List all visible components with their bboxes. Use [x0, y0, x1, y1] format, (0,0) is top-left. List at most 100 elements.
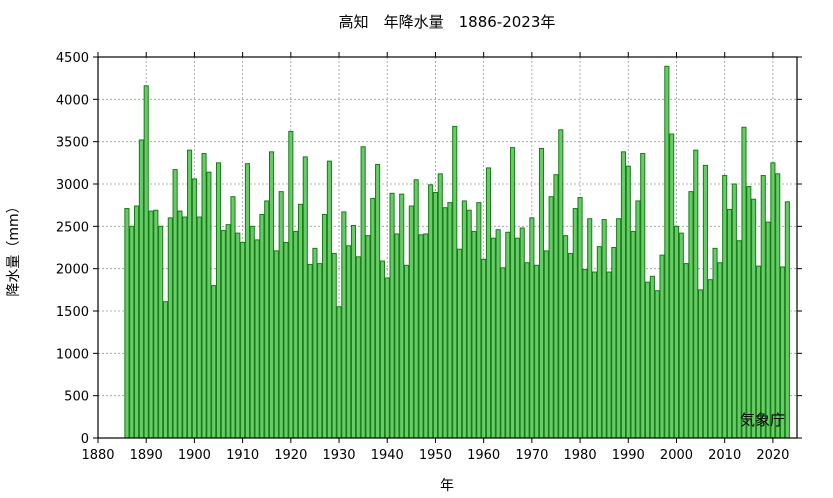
- bar-1948: [423, 233, 429, 439]
- bar-2023: [784, 201, 790, 439]
- x-tick-label: 1930: [322, 448, 355, 463]
- bar-2003: [688, 191, 694, 439]
- bar-1907: [225, 224, 231, 439]
- bar-1977: [563, 235, 569, 439]
- bar-1893: [158, 225, 164, 439]
- bar-2013: [736, 240, 742, 439]
- bar-1959: [476, 202, 482, 439]
- y-tick-label: 4000: [56, 93, 89, 108]
- bar-1995: [649, 275, 655, 439]
- plot-frame: [97, 56, 798, 439]
- bar-1908: [230, 196, 236, 439]
- bar-2002: [683, 263, 689, 439]
- bar-2011: [726, 208, 733, 439]
- bar-1896: [172, 169, 178, 439]
- bar-1960: [481, 258, 487, 439]
- bar-1999: [669, 133, 675, 439]
- bar-1905: [215, 162, 222, 439]
- bar-1986: [606, 271, 612, 439]
- bar-1954: [452, 125, 458, 439]
- x-tick-label: 1970: [515, 448, 548, 463]
- bar-1980: [577, 197, 583, 439]
- y-tick-label: 2000: [56, 263, 89, 278]
- bar-1994: [645, 281, 651, 439]
- bar-1987: [611, 247, 617, 439]
- bar-1968: [519, 227, 525, 439]
- bar-1911: [244, 163, 250, 439]
- bar-1894: [162, 301, 169, 439]
- bar-1924: [307, 263, 313, 439]
- bar-1891: [148, 210, 154, 439]
- bar-1916: [269, 151, 275, 439]
- bar-1943: [399, 193, 405, 439]
- bar-1981: [582, 269, 588, 439]
- bar-1955: [457, 248, 463, 439]
- bar-1931: [341, 211, 347, 439]
- bar-2012: [731, 183, 737, 439]
- bar-1930: [336, 306, 342, 439]
- bar-1939: [379, 260, 385, 439]
- bar-1917: [273, 250, 279, 439]
- bar-1953: [447, 202, 453, 439]
- bar-1921: [293, 230, 299, 439]
- y-tick-label: 1000: [56, 347, 89, 362]
- bar-1958: [471, 230, 477, 439]
- bar-1932: [346, 245, 352, 439]
- bar-1952: [442, 207, 448, 439]
- bar-1996: [654, 290, 660, 439]
- x-tick-label: 1950: [419, 448, 452, 463]
- bar-1962: [490, 237, 496, 439]
- bar-1961: [485, 167, 492, 439]
- bar-1938: [375, 164, 381, 439]
- bar-1928: [326, 160, 332, 439]
- bar-1942: [394, 233, 400, 439]
- x-tick-label: 1940: [371, 448, 404, 463]
- bar-2006: [702, 164, 708, 439]
- bar-1919: [283, 241, 289, 439]
- bar-1974: [548, 196, 554, 439]
- bar-1937: [370, 197, 376, 439]
- bar-1992: [635, 200, 641, 439]
- x-tick-label: 2000: [660, 448, 693, 463]
- bar-1944: [403, 264, 410, 439]
- bar-1918: [278, 191, 284, 439]
- bar-1902: [201, 153, 207, 439]
- bar-1970: [529, 217, 535, 439]
- bar-1949: [428, 184, 434, 439]
- bar-1988: [616, 218, 622, 439]
- bar-1934: [355, 256, 361, 439]
- bar-series: [124, 65, 790, 439]
- y-axis: 0 500 1000 1500 2000 2500 3000 3500 4000 4500: [56, 51, 802, 447]
- y-tick-label: 500: [64, 390, 89, 405]
- bar-2021: [775, 173, 781, 439]
- bar-1991: [630, 230, 636, 439]
- x-axis: 1880 1890 1900 1910 1920 1930 1940 1950 1960 1970…: [81, 52, 789, 463]
- bar-1913: [254, 239, 260, 439]
- bar-1936: [365, 235, 371, 439]
- bar-1985: [601, 219, 607, 439]
- x-tick-label: 1900: [178, 448, 211, 463]
- bar-1976: [558, 129, 564, 439]
- bar-1912: [249, 225, 255, 439]
- bar-1903: [206, 171, 212, 439]
- bar-2014: [741, 126, 747, 439]
- bar-1933: [350, 224, 357, 439]
- y-axis-label: 降水量（mm）: [6, 199, 22, 296]
- bar-1998: [664, 65, 670, 439]
- bar-1890: [143, 85, 149, 439]
- bar-1966: [510, 147, 516, 439]
- x-tick-label: 1980: [564, 448, 597, 463]
- bar-1887: [129, 225, 135, 439]
- bar-1935: [360, 146, 366, 439]
- bar-1967: [514, 237, 520, 439]
- bar-1963: [495, 229, 501, 439]
- bar-1886: [124, 208, 130, 439]
- bar-1990: [625, 165, 631, 439]
- y-tick-label: 4500: [56, 51, 89, 66]
- bar-1941: [389, 192, 395, 439]
- x-tick-label: 1910: [226, 448, 259, 463]
- x-tick-label: 2020: [756, 448, 789, 463]
- bar-1906: [220, 230, 226, 439]
- bar-1909: [235, 232, 241, 439]
